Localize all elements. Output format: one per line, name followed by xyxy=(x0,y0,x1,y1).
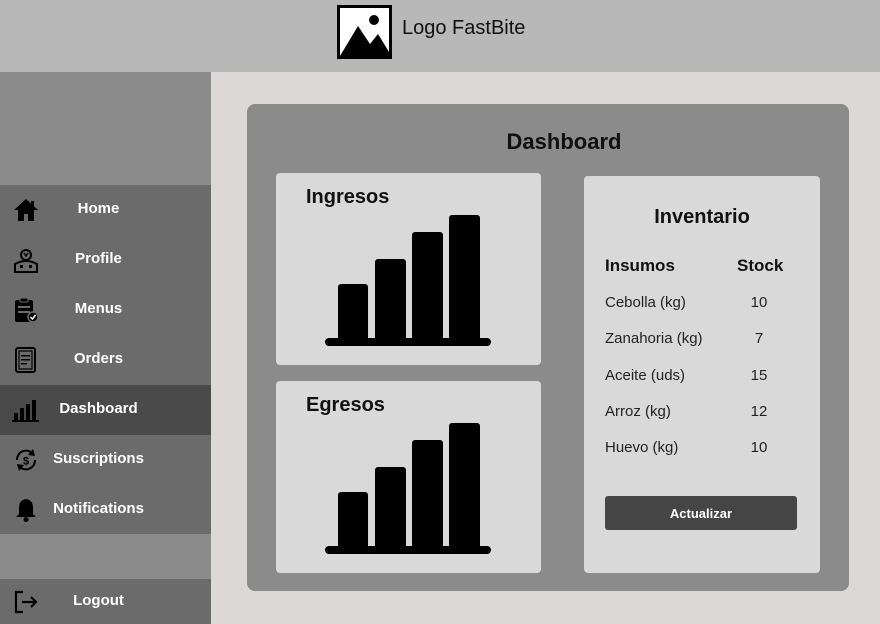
subscription-icon: $ xyxy=(12,447,40,473)
sidebar-item-label: Orders xyxy=(73,350,124,367)
orders-icon xyxy=(12,347,40,373)
update-button[interactable]: Actualizar xyxy=(605,496,797,530)
sidebar-item-label: Menus xyxy=(74,300,123,317)
sidebar-item-menus[interactable]: Menus xyxy=(0,285,211,335)
logo-image-icon xyxy=(337,5,392,59)
sidebar-item-label: Suscriptions xyxy=(53,450,144,467)
inventory-card: Inventario Insumos Stock Cebolla (kg) 10… xyxy=(584,176,820,573)
sidebar-item-orders[interactable]: Orders xyxy=(0,335,211,385)
inventory-item-stock: 10 xyxy=(750,439,768,456)
inventory-item-name: Zanahoria (kg) xyxy=(605,330,703,347)
svg-text:$: $ xyxy=(23,456,29,468)
inventory-item-name: Cebolla (kg) xyxy=(605,294,686,311)
sidebar-item-label: Home xyxy=(77,200,120,217)
logo-text: Logo FastBite xyxy=(402,17,526,39)
sidebar-item-label: Dashboard xyxy=(59,400,138,417)
income-card: Ingresos xyxy=(276,173,541,365)
sidebar: Home Profile Menus Orders Dashboard xyxy=(0,72,211,624)
bar-chart-icon xyxy=(12,397,40,423)
income-title: Ingresos xyxy=(306,186,390,208)
inventory-item-name: Arroz (kg) xyxy=(605,403,671,420)
expenses-title: Egresos xyxy=(306,394,385,416)
inventory-item-name: Aceite (uds) xyxy=(605,367,686,384)
sidebar-item-profile[interactable]: Profile xyxy=(0,235,211,285)
inventory-column-item: Insumos xyxy=(605,256,675,275)
logout-label: Logout xyxy=(73,592,124,609)
logout-icon xyxy=(12,589,40,615)
sidebar-item-notifications[interactable]: Notifications xyxy=(0,485,211,535)
sidebar-item-suscriptions[interactable]: $ Suscriptions xyxy=(0,435,211,485)
inventory-item-stock: 15 xyxy=(750,367,768,384)
clipboard-icon xyxy=(12,297,40,323)
page-title: Dashboard xyxy=(506,129,622,154)
inventory-item-stock: 12 xyxy=(750,403,768,420)
inventory-item-stock: 7 xyxy=(754,330,764,347)
inventory-title: Inventario xyxy=(654,206,750,228)
sidebar-item-label: Profile xyxy=(75,250,122,267)
bell-icon xyxy=(12,497,40,523)
home-icon xyxy=(12,197,40,223)
sidebar-item-dashboard[interactable]: Dashboard xyxy=(0,385,211,435)
top-bar: Logo FastBite xyxy=(0,0,880,72)
expenses-chart-icon xyxy=(325,423,491,554)
dashboard-panel: Dashboard Ingresos Egresos Inventario In… xyxy=(247,104,849,591)
inventory-item-stock: 10 xyxy=(750,294,768,311)
expenses-card: Egresos xyxy=(276,381,541,573)
sidebar-nav: Home Profile Menus Orders Dashboard xyxy=(0,185,211,534)
income-chart-icon xyxy=(325,215,491,346)
profile-icon xyxy=(12,247,40,273)
sidebar-item-home[interactable]: Home xyxy=(0,185,211,235)
inventory-column-stock: Stock xyxy=(737,256,784,275)
inventory-item-name: Huevo (kg) xyxy=(605,439,679,456)
sidebar-item-label: Notifications xyxy=(53,500,144,517)
logout-button[interactable]: Logout xyxy=(0,579,211,624)
